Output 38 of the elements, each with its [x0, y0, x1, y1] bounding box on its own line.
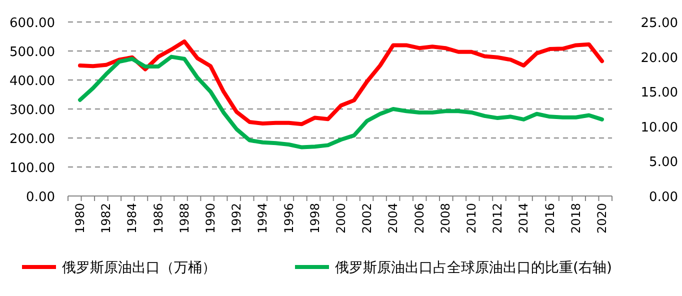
legend-label: 俄罗斯原油出口（万桶） — [62, 260, 216, 276]
y-tick-label: 100.00 — [10, 161, 55, 176]
x-tick-label: 1984 — [125, 203, 140, 234]
legend-label: 俄罗斯原油出口占全球原油出口的比重(右轴) — [335, 260, 612, 276]
x-tick-label: 1994 — [256, 203, 270, 234]
x-tick-label: 2018 — [568, 203, 583, 234]
y2-tick-label: 20.00 — [640, 50, 678, 66]
x-tick-label: 2004 — [386, 203, 400, 234]
x-tick-label: 2002 — [360, 203, 374, 234]
x-tick-label: 1996 — [282, 203, 296, 234]
y2-tick-label: 15.00 — [640, 86, 678, 101]
x-tick-label: 2012 — [490, 203, 505, 234]
x-tick-label: 1990 — [204, 203, 218, 234]
x-tick-label: 2010 — [464, 203, 478, 234]
x-tick-label: 1998 — [308, 203, 322, 234]
x-tick-label: 1986 — [151, 203, 166, 234]
x-tick-label: 1980 — [73, 203, 87, 234]
y-tick-label: 0.00 — [26, 190, 55, 205]
y-tick-label: 300.00 — [10, 103, 55, 118]
x-tick-label: 2014 — [516, 203, 531, 234]
x-tick-label: 1988 — [177, 203, 192, 234]
x-tick-label: 1992 — [230, 203, 244, 234]
x-tick-label: 2020 — [595, 203, 609, 234]
line-series — [78, 54, 604, 150]
x-tick-label: 2000 — [334, 203, 348, 234]
y-tick-label: 600.00 — [10, 16, 55, 31]
y2-tick-label: 25.00 — [640, 16, 678, 31]
y2-tick-label: 0.00 — [649, 190, 678, 205]
x-tick-label: 2008 — [438, 203, 452, 234]
line-series — [78, 39, 604, 126]
y-tick-label: 400.00 — [10, 74, 55, 89]
x-tick-label: 2016 — [542, 203, 557, 234]
y2-tick-label: 5.00 — [649, 155, 678, 170]
x-tick-label: 2006 — [412, 203, 426, 234]
y2-tick-label: 10.00 — [640, 120, 678, 136]
y-tick-label: 200.00 — [10, 132, 55, 147]
x-tick-label: 1982 — [99, 203, 114, 234]
y-tick-label: 500.00 — [10, 45, 55, 60]
